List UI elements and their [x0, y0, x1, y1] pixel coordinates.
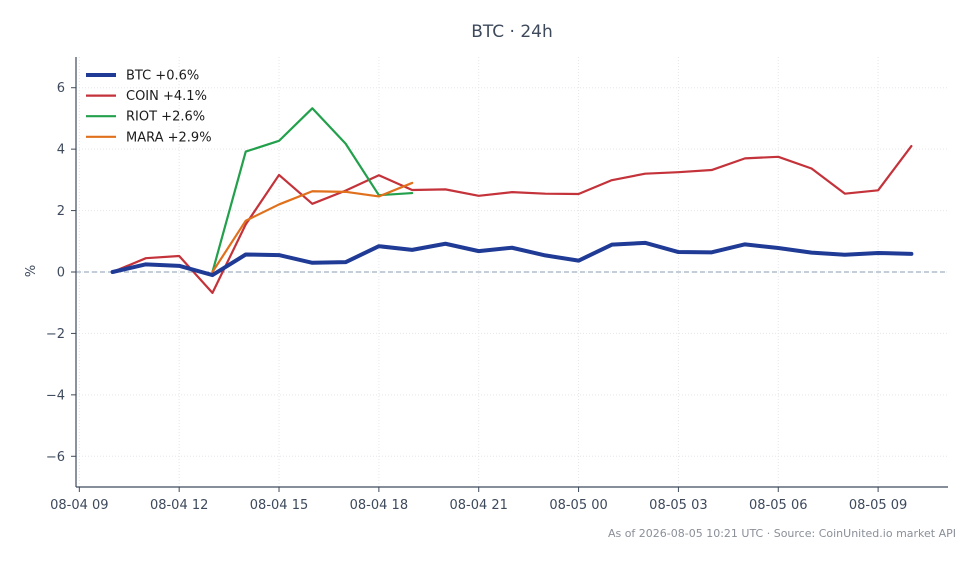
y-tick-label: −4	[46, 388, 65, 403]
x-tick-label: 08-05 00	[549, 498, 607, 513]
x-tick-label: 08-04 15	[250, 498, 308, 513]
series-line-coin	[111, 144, 913, 294]
legend-label-btc: BTC +0.6%	[126, 69, 199, 84]
series-line-mara	[211, 181, 414, 274]
legend-label-riot: RIOT +2.6%	[126, 110, 205, 125]
chart-title: BTC · 24h	[471, 22, 553, 42]
x-tick-label: 08-04 09	[50, 498, 108, 513]
grid	[76, 57, 948, 487]
legend-label-mara: MARA +2.9%	[126, 130, 212, 145]
y-tick-label: 4	[57, 143, 65, 158]
y-axis-label: %	[24, 265, 39, 277]
legend: BTC +0.6% COIN +4.1% RIOT +2.6% MARA +2.9%	[86, 69, 212, 145]
tick-labels: −6 −4 −2 0 2 4 6 08-04 09 08-04 12 08-04 15 08-04 …	[46, 81, 908, 513]
legend-label-coin: COIN +4.1%	[126, 89, 207, 104]
series-lines	[110, 107, 914, 294]
y-tick-label: −6	[46, 450, 65, 465]
x-tick-label: 08-04 18	[350, 498, 408, 513]
y-tick-label: 2	[57, 204, 65, 219]
x-tick-label: 08-05 06	[749, 498, 807, 513]
x-tick-label: 08-05 03	[649, 498, 707, 513]
x-tick-label: 08-04 12	[150, 498, 208, 513]
y-tick-label: 0	[57, 266, 65, 281]
series-line-riot	[211, 107, 414, 274]
footer-source: As of 2026-08-05 10:21 UTC · Source: Coi…	[608, 527, 956, 540]
series-line-btc	[110, 240, 914, 278]
x-tick-label: 08-04 21	[449, 498, 507, 513]
y-tick-label: −2	[46, 327, 65, 342]
y-tick-label: 6	[57, 81, 65, 96]
x-tick-label: 08-05 09	[849, 498, 907, 513]
